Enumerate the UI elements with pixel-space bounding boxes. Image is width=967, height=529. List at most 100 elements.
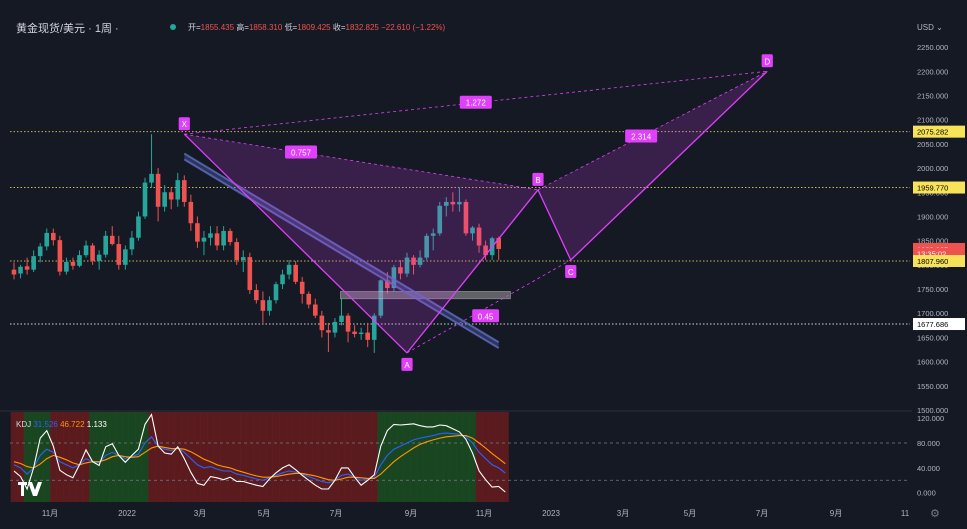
kdj-band (410, 412, 418, 502)
candle-body (11, 269, 17, 275)
candle-body (149, 173, 154, 183)
candle-body (31, 256, 36, 270)
candle-body (417, 257, 423, 265)
candle-body (391, 267, 397, 289)
kdj-band (488, 412, 496, 502)
trend-channel-fill (184, 153, 499, 349)
price-tick-label: 1900.000 (917, 212, 948, 221)
candle-body (162, 192, 167, 207)
price-tick-label: 1650.000 (917, 333, 948, 342)
pattern-point-label-bg (761, 54, 773, 68)
candle-body (51, 232, 56, 241)
candle-body (64, 261, 69, 272)
time-tick-label: 7月 (330, 509, 342, 518)
candle-body (280, 274, 285, 285)
gear-icon[interactable]: ⚙ (930, 508, 940, 520)
pattern-triangle-xab (184, 134, 539, 353)
trend-channel-line[interactable] (183, 158, 500, 349)
candle-body (208, 233, 213, 238)
price-label: 1677.686 (917, 320, 948, 329)
kdj-band (30, 412, 38, 502)
kdj-band (475, 412, 483, 502)
pattern-leg-cd[interactable] (570, 70, 768, 261)
kdj-band (89, 412, 97, 502)
kdj-band (390, 412, 398, 502)
pattern-ratio-label-bg (625, 129, 658, 143)
kdj-band (462, 412, 470, 502)
price-tick-label: 2000.000 (917, 164, 948, 173)
candle-body (182, 180, 187, 202)
kdj-band (95, 412, 103, 502)
pattern-point-label: X (182, 120, 188, 129)
candle-body (286, 264, 292, 275)
candle-body (90, 245, 95, 261)
price-tick-label: 2050.000 (917, 140, 948, 149)
time-axis-bg (0, 503, 967, 529)
price-label: 1807.960 (917, 257, 948, 266)
kdj-band (357, 412, 365, 502)
candle-body (155, 173, 161, 207)
kdj-j-value: 1.133 (86, 420, 107, 429)
candle-body (404, 257, 410, 274)
kdj-band (469, 412, 477, 502)
price-tick-label: 2150.000 (917, 91, 948, 100)
kdj-legend: KDJ 31.526 46.722 1.133 (16, 420, 107, 429)
candle-body (57, 240, 63, 272)
candle-body (201, 237, 207, 242)
candle-body (129, 237, 135, 250)
kdj-band (43, 412, 51, 502)
candle-body (96, 254, 102, 261)
price-tick-label: 1600.000 (917, 358, 948, 367)
pattern-ratio-line-ac[interactable] (406, 259, 571, 354)
time-tick-label: 11月 (42, 509, 58, 518)
pattern-leg-bc[interactable] (537, 189, 572, 261)
candle-body (267, 300, 272, 311)
candle-body (142, 182, 148, 217)
time-tick-label: 2022 (118, 509, 136, 518)
candle-body (470, 227, 475, 234)
pattern-ratio-label-bg (472, 309, 499, 323)
kdj-band (370, 412, 378, 502)
kdj-band (187, 412, 195, 502)
kdj-tick-label: 120.000 (917, 414, 944, 423)
pattern-ratio-line-xd[interactable] (184, 70, 768, 135)
candle-body (123, 249, 128, 265)
candle-body (136, 216, 141, 238)
pattern-point-label: B (535, 176, 540, 185)
candle-body (444, 201, 449, 206)
kdj-band (443, 412, 450, 502)
kdj-band (213, 412, 221, 502)
kdj-band (194, 412, 201, 502)
currency-label[interactable]: USD ⌄ (917, 23, 943, 32)
time-tick-label: 11月 (476, 509, 492, 518)
kdj-band (495, 412, 503, 502)
harmonic-pattern[interactable]: X A B C D 1.272 0.757 2.314 0.45 (178, 54, 773, 371)
kdj-band (501, 412, 509, 502)
price-tick-label: 2250.000 (917, 43, 948, 52)
time-tick-label: 9月 (405, 509, 417, 518)
pattern-leg-xa[interactable] (183, 133, 408, 354)
kdj-band (148, 412, 156, 502)
change-value: −22.610 (−1.22%) (381, 23, 446, 32)
grid (0, 131, 967, 481)
kdj-band (102, 412, 110, 502)
kdj-band (423, 412, 431, 502)
candle-body (168, 192, 174, 200)
kdj-band (200, 412, 208, 502)
candle-body (116, 244, 122, 265)
symbol-title[interactable]: 黄金现货/美元 · 1周 · (16, 23, 119, 35)
candle-body (247, 257, 253, 290)
candle-body (319, 315, 325, 331)
pattern-ratio-line-bd[interactable] (537, 70, 768, 191)
price-label: 2075.282 (917, 128, 948, 137)
pattern-leg-ab[interactable] (406, 189, 539, 354)
kdj-band (351, 412, 359, 502)
pattern-point-label-bg (532, 172, 544, 186)
time-tick-label: 9月 (830, 509, 842, 518)
time-tick-label: 5月 (684, 509, 696, 518)
kdj-band (76, 412, 84, 502)
kdj-band (115, 412, 123, 502)
pattern-triangle-bcd (538, 71, 768, 261)
